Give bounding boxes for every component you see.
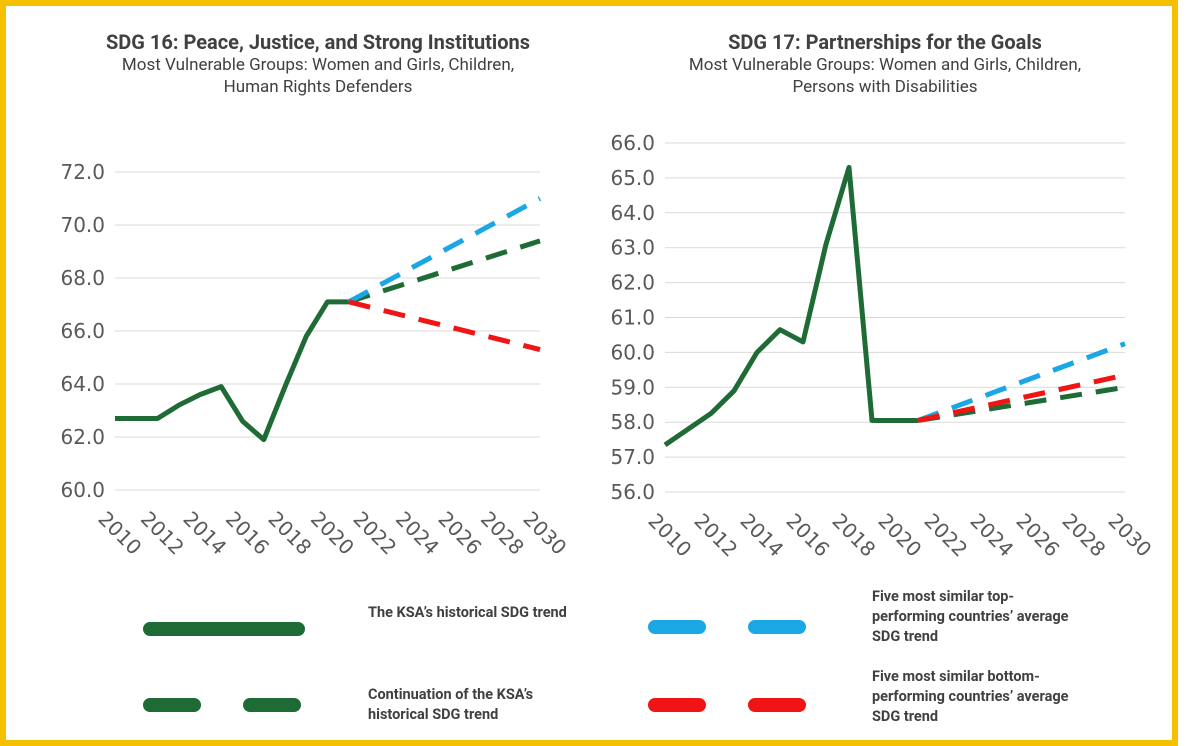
y-tick-label: 62.0 [60,425,105,449]
chart-title: SDG 17: Partnerships for the Goals [728,30,1042,54]
chart-heading: SDG 16: Peace, Justice, and Strong Insti… [98,30,538,98]
x-tick-label: 2012 [689,509,742,562]
y-tick-label: 63.0 [610,236,655,260]
legend-label: Continuation of the KSA’s historical SDG… [368,686,534,723]
x-tick-label: 2010 [93,507,146,560]
legend-label: Five most similar top-performing countri… [872,588,1069,645]
series-line [917,384,1126,423]
y-tick-label: 64.0 [610,201,655,225]
y-tick-label: 66.0 [610,131,655,155]
x-tick-label: 2014 [178,507,231,560]
y-tick-label: 65.0 [610,166,655,190]
series-line [115,299,349,443]
x-tick-label: 2010 [643,509,696,562]
x-tick-label: 2014 [735,509,788,562]
x-tick-label: 2030 [1103,509,1156,562]
y-tick-label: 57.0 [610,445,655,469]
x-tick-label: 2012 [136,507,189,560]
x-tick-label: 2028 [1057,509,1110,562]
chart-title: SDG 16: Peace, Justice, and Strong Insti… [105,30,530,54]
x-tick-label: 2030 [518,507,571,560]
y-tick-label: 60.0 [60,478,105,502]
series-line [663,164,918,447]
x-tick-label: 2024 [965,509,1018,562]
y-tick-label: 60.0 [610,340,655,364]
x-tick-label: 2028 [476,507,529,560]
x-tick-label: 2022 [348,507,401,560]
y-tick-label: 68.0 [60,266,105,290]
y-tick-label: 62.0 [610,271,655,295]
x-tick-label: 2020 [306,507,359,560]
legend-label: The KSA’s historical SDG trend [368,604,567,621]
y-tick-label: 59.0 [610,375,655,399]
series-line [347,196,542,305]
y-tick-label: 64.0 [60,372,105,396]
y-tick-label: 58.0 [610,410,655,434]
chart-subtitle: Most Vulnerable Groups: Women and Girls,… [688,55,1082,97]
series-line [348,299,541,352]
legend-label: Five most similar bottom-performing coun… [872,668,1069,725]
x-tick-label: 2026 [1011,509,1064,562]
x-tick-label: 2018 [827,509,880,562]
x-tick-label: 2016 [221,507,274,560]
y-tick-label: 72.0 [60,160,105,184]
x-tick-label: 2024 [391,507,444,560]
x-tick-label: 2020 [873,509,926,562]
y-tick-label: 70.0 [60,213,105,237]
chart-heading: SDG 17: Partnerships for the Goals Most V… [665,30,1105,98]
x-tick-label: 2016 [781,509,834,562]
y-tick-label: 66.0 [60,319,105,343]
chart-subtitle: Most Vulnerable Groups: Women and Girls,… [121,55,515,97]
x-tick-label: 2018 [263,507,316,560]
series-line [917,341,1126,423]
y-tick-label: 56.0 [610,480,655,504]
x-tick-label: 2026 [433,507,486,560]
y-tick-label: 61.0 [610,306,655,330]
x-tick-label: 2022 [919,509,972,562]
